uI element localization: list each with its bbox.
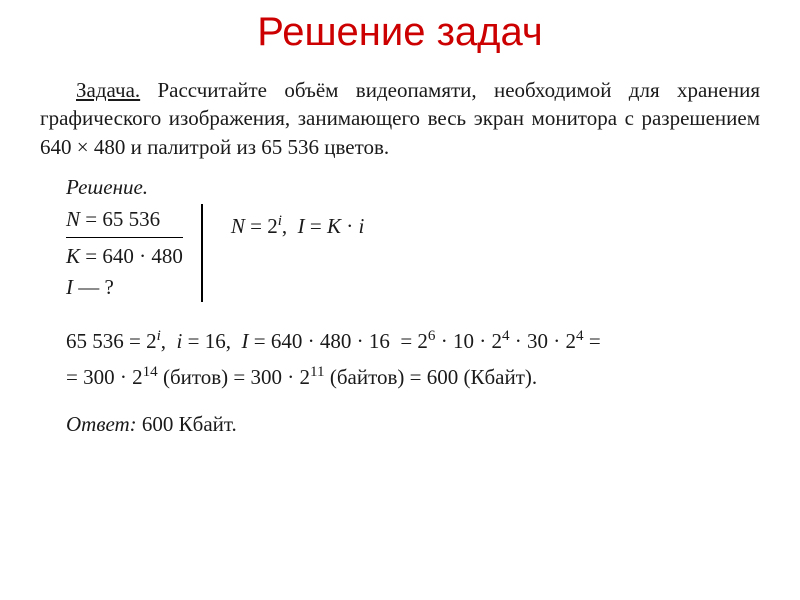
given-column: N = 65 536 K = 640 · 480 I — ? bbox=[66, 204, 203, 302]
given-K: K = 640 · 480 bbox=[66, 241, 183, 271]
document-page: Решение задач Задача. Рассчитайте объём … bbox=[0, 0, 800, 600]
problem-text: Рассчитайте объём видеопамяти, необходим… bbox=[40, 78, 760, 159]
solution-block: Решение. N = 65 536 K = 640 · 480 I — ? … bbox=[66, 175, 760, 302]
problem-statement: Задача. Рассчитайте объём видеопамяти, н… bbox=[40, 76, 760, 161]
answer-label: Ответ: bbox=[66, 412, 137, 436]
answer-value: 600 Кбайт. bbox=[142, 412, 237, 436]
answer: Ответ: 600 Кбайт. bbox=[66, 412, 760, 437]
given-N: N = 65 536 bbox=[66, 204, 183, 234]
given-and-formulas: N = 65 536 K = 640 · 480 I — ? N = 2i, I… bbox=[66, 204, 760, 302]
calculation: 65 536 = 2i, i = 16, I = 640 · 480 · 16 … bbox=[66, 324, 760, 395]
calc-line-1: 65 536 = 2i, i = 16, I = 640 · 480 · 16 … bbox=[66, 324, 760, 360]
calc-line-2: = 300 · 214 (битов) = 300 · 211 (байтов)… bbox=[66, 360, 760, 396]
page-title: Решение задач bbox=[40, 10, 760, 55]
given-I: I — ? bbox=[66, 272, 183, 302]
solution-label: Решение. bbox=[66, 175, 760, 200]
given-find: K = 640 · 480 I — ? bbox=[66, 238, 183, 302]
formulas: N = 2i, I = K · i bbox=[203, 204, 365, 239]
problem-label: Задача. bbox=[76, 78, 140, 102]
given-known: N = 65 536 bbox=[66, 204, 183, 238]
